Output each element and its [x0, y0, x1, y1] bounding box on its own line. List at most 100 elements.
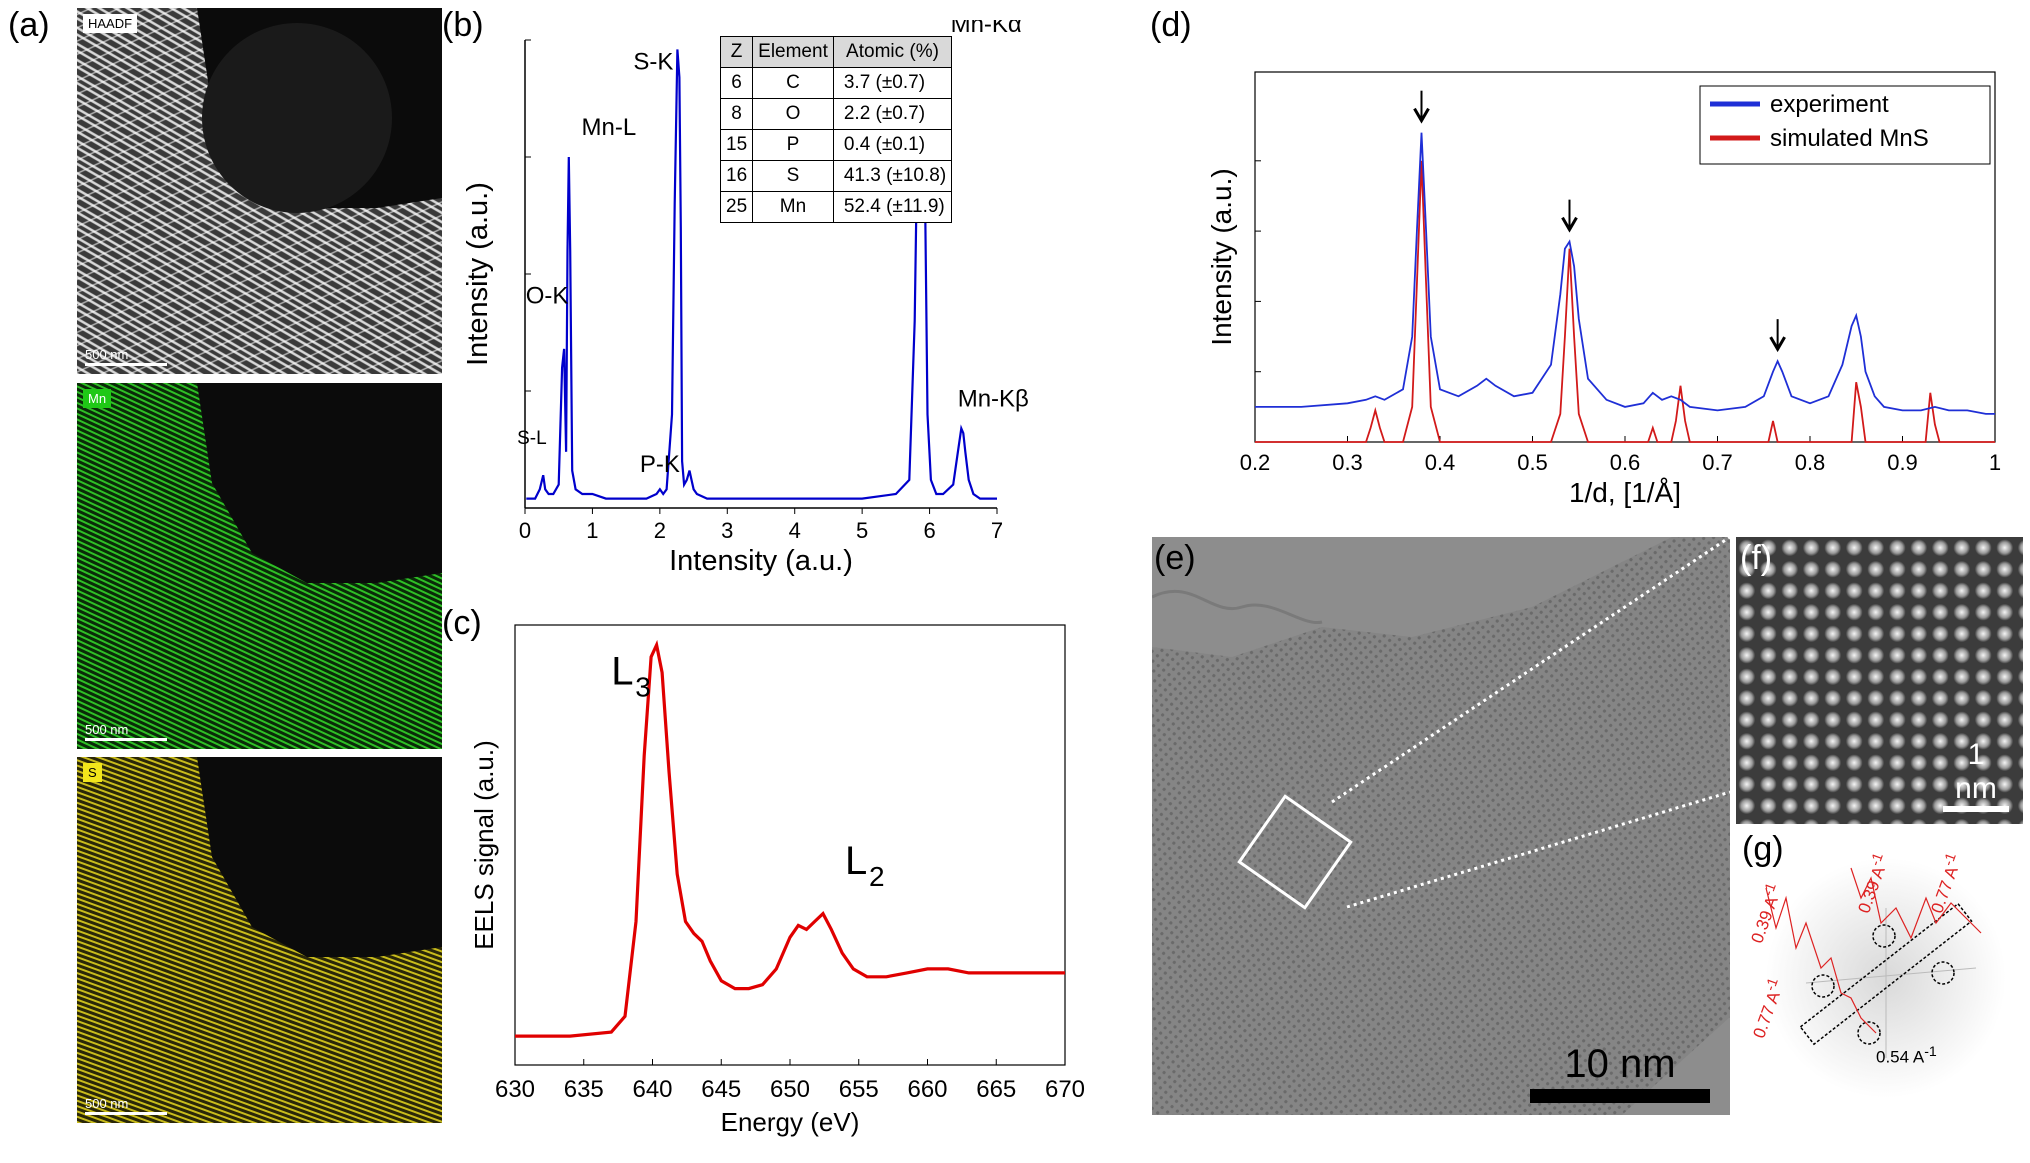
peak-label: S-K — [633, 48, 673, 75]
x-tick-label: 665 — [976, 1076, 1016, 1103]
table-cell-element: S — [752, 160, 834, 192]
x-tick-label: 0.2 — [1240, 450, 1271, 475]
table-row: 16 S 41.3 (±10.8) — [719, 160, 953, 192]
haadf-image: HAADF 500 nm — [77, 8, 442, 374]
x-tick-label: 0.3 — [1332, 450, 1363, 475]
y-axis-label: Intensity (a.u.) — [1206, 168, 1237, 345]
x-tick-label: 6 — [923, 518, 935, 543]
table-row: 6 C 3.7 (±0.7) — [719, 67, 953, 99]
table-cell-z: 16 — [719, 160, 754, 192]
s-map-texture — [77, 757, 442, 1123]
peak-arrow-head — [1561, 216, 1578, 233]
peak-label: O-K — [526, 282, 569, 309]
table-cell-atomic: 52.4 (±11.9) — [832, 191, 953, 223]
table-cell-atomic: 0.4 (±0.1) — [832, 129, 953, 161]
table-cell-element: Mn — [752, 191, 834, 223]
l2-label: L — [845, 839, 867, 883]
x-tick-label: 630 — [495, 1076, 535, 1103]
table-cell-z: 15 — [719, 129, 754, 161]
x-tick-label: 660 — [907, 1076, 947, 1103]
x-tick-label: 0.6 — [1610, 450, 1641, 475]
scale-bar-s: 500 nm — [85, 1096, 167, 1115]
eels-chart: 630 635 640 645 650 655 660 665 670 Energy (eV) EE… — [469, 624, 1085, 1137]
eels-line — [515, 639, 1065, 1038]
hrtem-texture — [1152, 537, 1730, 1115]
peak-label: P-K — [640, 451, 680, 478]
panel-label-f: (f) — [1740, 539, 1773, 577]
series-line-simulated — [1255, 160, 1995, 443]
table-cell-z: 25 — [719, 191, 754, 223]
peak-arrow-head — [1413, 107, 1430, 124]
panel-label-e: (e) — [1154, 539, 1196, 577]
scale-bar-lattice: 1 nm — [1943, 738, 2009, 812]
l3-label: L — [611, 650, 633, 694]
table-cell-atomic: 2.2 (±0.7) — [832, 98, 953, 130]
table-cell-element: P — [752, 129, 834, 161]
table-row: 8 O 2.2 (±0.7) — [719, 98, 953, 130]
x-axis-label: Intensity (a.u.) — [669, 545, 853, 577]
scale-bar-hrtem: 10 nm — [1530, 1042, 1710, 1103]
mn-map-image: Mn 500 nm — [77, 383, 442, 749]
x-tick-label: 635 — [564, 1076, 604, 1103]
table-cell-element: C — [752, 67, 834, 99]
table-cell-atomic: 3.7 (±0.7) — [832, 67, 953, 99]
scale-bar-hrtem-label: 10 nm — [1564, 1042, 1676, 1086]
lattice-texture — [1736, 537, 2023, 824]
eds-spectrum-line — [526, 44, 997, 500]
panel-label-d: (d) — [1150, 6, 1192, 44]
fft-drawing — [1765, 858, 2006, 1098]
s-badge: S — [83, 763, 102, 782]
y-axis-label: EELS signal (a.u.) — [469, 740, 499, 950]
peak-label: Mn-Kβ — [958, 385, 1029, 412]
x-tick-label: 645 — [701, 1076, 741, 1103]
legend-entry: simulated MnS — [1770, 125, 1929, 152]
panel-label-c: (c) — [442, 604, 482, 642]
peak-label: Mn-L — [581, 114, 636, 141]
x-tick-label: 5 — [856, 518, 868, 543]
x-tick-label: 0.5 — [1517, 450, 1548, 475]
scale-bar-haadf: 500 nm — [85, 347, 167, 366]
table-cell-z: 6 — [719, 67, 754, 99]
s-map-image: S 500 nm — [77, 757, 442, 1123]
table-header-atomic: Atomic (%) — [832, 36, 953, 68]
eds-composition-table: Z Element Atomic (%) 6 C 3.7 (±0.7) 8 O … — [719, 36, 953, 223]
scale-bar-lattice-label: 1 nm — [1955, 738, 1997, 805]
eds-spectrum-chart: 0 1 2 3 4 5 6 7 Intensity (a.u.) Intensity (a.u.)… — [462, 20, 1029, 577]
haadf-texture — [77, 8, 442, 374]
filtered-lattice-image: (f) 1 nm — [1736, 537, 2023, 824]
l3-subscript: 3 — [635, 672, 651, 703]
table-cell-atomic: 41.3 (±10.8) — [832, 160, 953, 192]
panel-label-a: (a) — [8, 6, 50, 44]
zoom-region-box — [1237, 794, 1353, 910]
haadf-badge: HAADF — [83, 14, 138, 33]
x-tick-label: 650 — [770, 1076, 810, 1103]
table-cell-z: 8 — [719, 98, 754, 130]
peak-label: Mn-Kα — [951, 20, 1022, 38]
x-tick-label: 640 — [632, 1076, 672, 1103]
mn-map-texture — [77, 383, 442, 749]
x-tick-label: 670 — [1045, 1076, 1085, 1103]
peak-label: S-L — [517, 428, 547, 449]
x-tick-label: 0.7 — [1702, 450, 1733, 475]
x-tick-label: 1 — [1989, 450, 2001, 475]
x-axis-label: 1/d, [1/Å] — [1569, 477, 1681, 508]
x-tick-label: 0.8 — [1795, 450, 1826, 475]
scale-bar-haadf-label: 500 nm — [85, 347, 129, 362]
x-tick-label: 3 — [721, 518, 733, 543]
x-tick-label: 2 — [654, 518, 666, 543]
l2-subscript: 2 — [869, 861, 885, 892]
diffraction-profile-chart: 0.2 0.3 0.4 0.5 0.6 0.7 0.8 0.9 1 1/d, [1/Å] Inten… — [1206, 71, 2001, 508]
x-tick-label: 4 — [789, 518, 801, 543]
x-tick-label: 655 — [839, 1076, 879, 1103]
panel-label-b: (b) — [442, 6, 484, 44]
table-row: 15 P 0.4 (±0.1) — [719, 129, 953, 161]
scale-bar-s-label: 500 nm — [85, 1096, 129, 1111]
legend-box — [1699, 85, 1991, 165]
panel-label-g: (g) — [1742, 830, 1784, 868]
hrtem-image: (e) 10 nm — [1152, 537, 1730, 1115]
x-tick-label: 1 — [586, 518, 598, 543]
table-header-z: Z — [719, 36, 754, 68]
x-tick-label: 0.9 — [1887, 450, 1918, 475]
x-tick-label: 0 — [519, 518, 531, 543]
table-header-row: Z Element Atomic (%) — [719, 36, 953, 68]
